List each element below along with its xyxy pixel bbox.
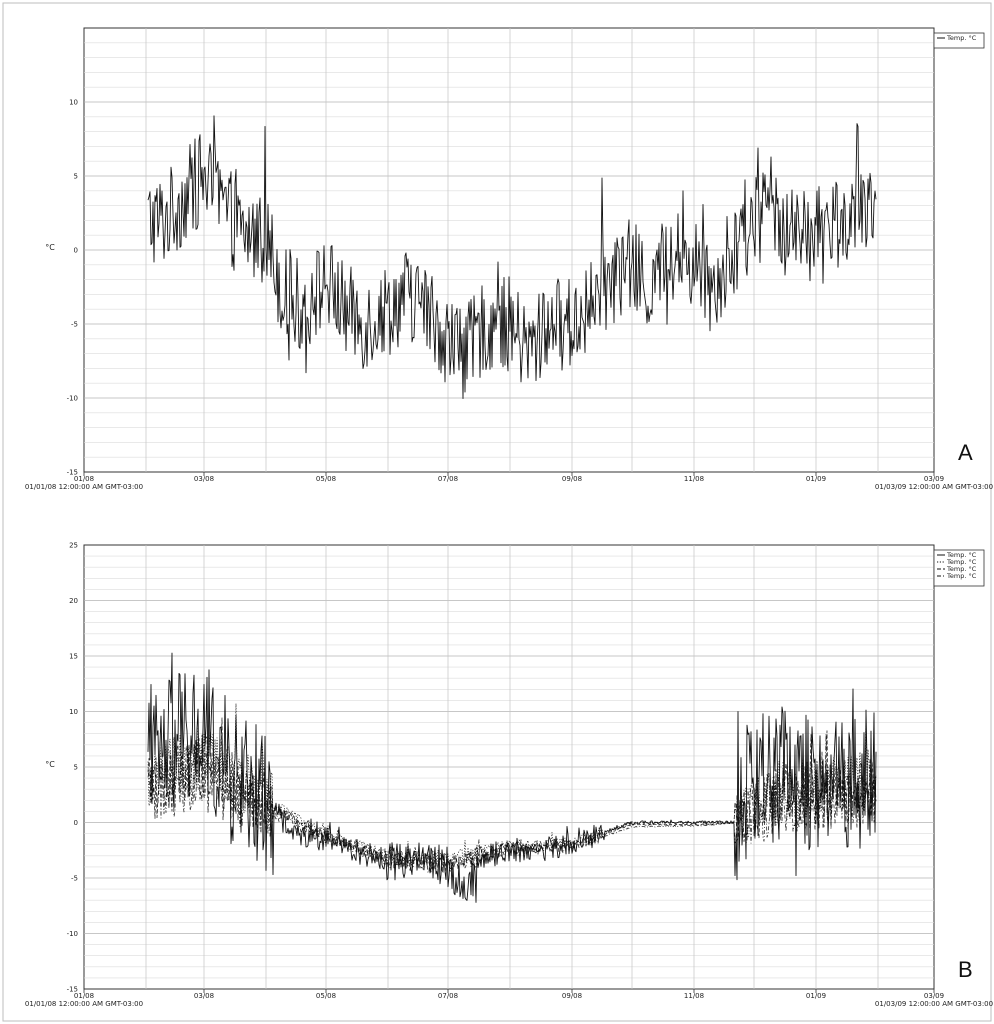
y-tick-label: 0 [74, 819, 78, 827]
y-axis-label-a: °C [45, 243, 55, 252]
y-axis-label-b: °C [45, 760, 55, 769]
legend-entry: Temp. °C [946, 558, 977, 566]
y-ticks-a: -15 -10 -5 0 5 10 [67, 99, 78, 477]
x-tick-label: 05/08 [316, 475, 336, 483]
y-tick-label: -10 [67, 930, 78, 938]
y-tick-label: -15 [67, 469, 78, 477]
x-tick-label: 01/08 [74, 992, 94, 1000]
x-tick-sublabel: 01/03/09 12:00:00 AM GMT-03:00 [875, 483, 993, 491]
x-tick-label: 05/08 [316, 992, 336, 1000]
y-tick-label: 10 [69, 99, 78, 107]
x-tick-sublabel: 01/03/09 12:00:00 AM GMT-03:00 [875, 1000, 993, 1008]
y-tick-label: 15 [69, 653, 78, 661]
y-tick-label: 5 [74, 764, 78, 772]
x-tick-sublabel: 01/01/08 12:00:00 AM GMT-03:00 [25, 1000, 143, 1008]
x-tick-label: 03/09 [924, 992, 944, 1000]
y-tick-label: -5 [71, 321, 78, 329]
panel-letter-a: A [958, 440, 973, 465]
y-tick-label: -15 [67, 986, 78, 994]
y-tick-label: -5 [71, 875, 78, 883]
legend-entry: Temp. °C [946, 551, 977, 559]
x-tick-label: 07/08 [438, 475, 458, 483]
legend-entry: Temp. °C [946, 572, 977, 580]
x-tick-label: 03/08 [194, 475, 214, 483]
x-tick-label: 07/08 [438, 992, 458, 1000]
x-tick-label: 01/09 [806, 475, 826, 483]
y-ticks-b: -15 -10 -5 0 5 10 15 20 25 [67, 542, 78, 994]
y-tick-label: 25 [69, 542, 78, 550]
legend-box [933, 32, 985, 49]
x-tick-label: 01/09 [806, 992, 826, 1000]
legend-box [933, 549, 985, 587]
x-tick-label: 01/08 [74, 475, 94, 483]
x-tick-label: 11/08 [684, 992, 704, 1000]
y-tick-label: -10 [67, 395, 78, 403]
x-tick-label: 03/08 [194, 992, 214, 1000]
y-tick-label: 10 [69, 708, 78, 716]
series-line [147, 733, 877, 874]
series-group-b [147, 652, 877, 903]
series-line [147, 115, 877, 399]
series-group-a [147, 115, 877, 399]
x-tick-label: 03/09 [924, 475, 944, 483]
y-tick-label: 5 [74, 173, 78, 181]
legend-a: Temp. °C [933, 32, 985, 49]
x-tick-label: 09/08 [562, 992, 582, 1000]
panel-letter-b: B [958, 957, 973, 982]
grid-vertical-a [145, 28, 879, 472]
x-tick-label: 11/08 [684, 475, 704, 483]
x-tick-sublabel: 01/01/08 12:00:00 AM GMT-03:00 [25, 483, 143, 491]
legend-entry: Temp. °C [946, 34, 977, 42]
x-tick-label: 09/08 [562, 475, 582, 483]
y-tick-label: 20 [69, 597, 78, 605]
grid-vertical-b [145, 545, 879, 989]
y-tick-label: 0 [74, 247, 78, 255]
legend-entry: Temp. °C [946, 565, 977, 573]
